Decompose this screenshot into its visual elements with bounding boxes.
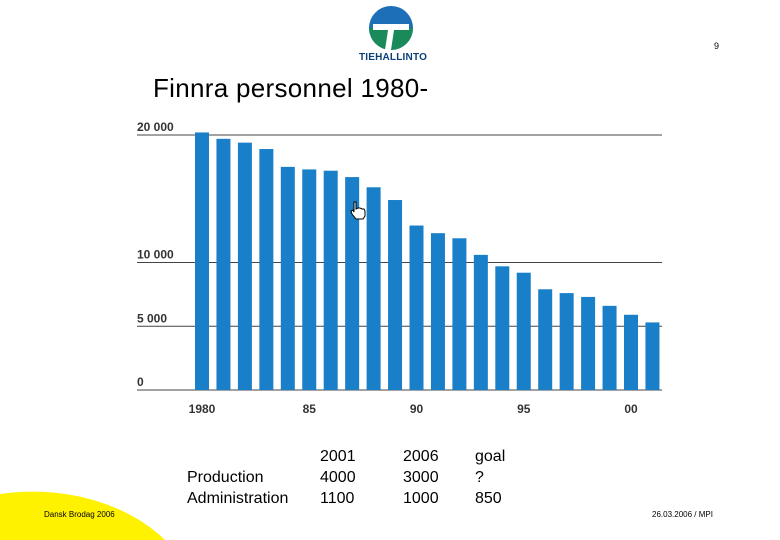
bar-1987 [345, 177, 360, 390]
logo-text: TIEHALLINTO [358, 52, 428, 63]
yellow-corner-arc [0, 491, 165, 540]
bar-1995 [516, 272, 531, 390]
footer-left: Dansk Brodag 2006 [44, 510, 115, 519]
bar-1989 [388, 200, 403, 390]
slide-title: Finnra personnel 1980- [153, 73, 429, 103]
column-goal: goal [475, 448, 506, 465]
bar-1991 [430, 233, 445, 390]
chart-bars [195, 132, 660, 390]
logo-emblem-icon [369, 6, 413, 50]
bar-1998 [581, 296, 596, 390]
table-cell: 1100 [320, 490, 355, 507]
row-label-administration: Administration [187, 490, 289, 507]
tiehallinto-logo: TIEHALLINTO [358, 4, 428, 66]
y-tick-label: 20 000 [137, 120, 174, 134]
column-2006: 2006 [403, 448, 439, 465]
x-tick-label: 00 [624, 402, 638, 416]
hand-cursor-icon [350, 201, 366, 220]
bar-1993 [473, 254, 488, 390]
bar-1994 [495, 266, 510, 390]
bar-1997 [559, 293, 574, 390]
table-cell: ? [475, 469, 484, 486]
bar-2000 [624, 314, 638, 390]
y-axis-ticks: 0 5 000 10 000 20 000 [137, 120, 174, 389]
x-tick-label: 85 [303, 402, 317, 416]
bar-1996 [538, 289, 553, 390]
bar-1999 [602, 305, 617, 390]
bar-1985 [302, 169, 317, 390]
row-label-production: Production [187, 469, 264, 486]
bar-1980 [195, 132, 209, 390]
bar-1981 [216, 138, 231, 390]
y-tick-label: 5 000 [137, 311, 167, 325]
page-number: 9 [713, 41, 719, 51]
bar-2001 [645, 322, 660, 390]
bar-1982 [237, 142, 252, 390]
bar-1986 [323, 170, 338, 390]
y-tick-label: 10 000 [137, 248, 174, 262]
column-2001: 2001 [320, 448, 356, 465]
table-cell: 1000 [403, 490, 439, 507]
bar-1984 [280, 166, 295, 390]
bar-1992 [452, 238, 467, 390]
x-tick-label: 1980 [189, 402, 216, 416]
table-cell: 3000 [403, 469, 439, 486]
bar-1988 [366, 187, 381, 390]
bar-1990 [409, 225, 424, 390]
bar-1983 [259, 149, 274, 390]
table-cell: 4000 [320, 469, 356, 486]
x-tick-label: 90 [410, 402, 424, 416]
table-cell: 850 [475, 490, 502, 507]
x-axis-ticks: 1980 85 90 95 00 [189, 402, 638, 416]
footer-date: 26.03.2006 / MPI [652, 510, 713, 519]
x-tick-label: 95 [517, 402, 531, 416]
y-tick-label: 0 [137, 375, 144, 389]
